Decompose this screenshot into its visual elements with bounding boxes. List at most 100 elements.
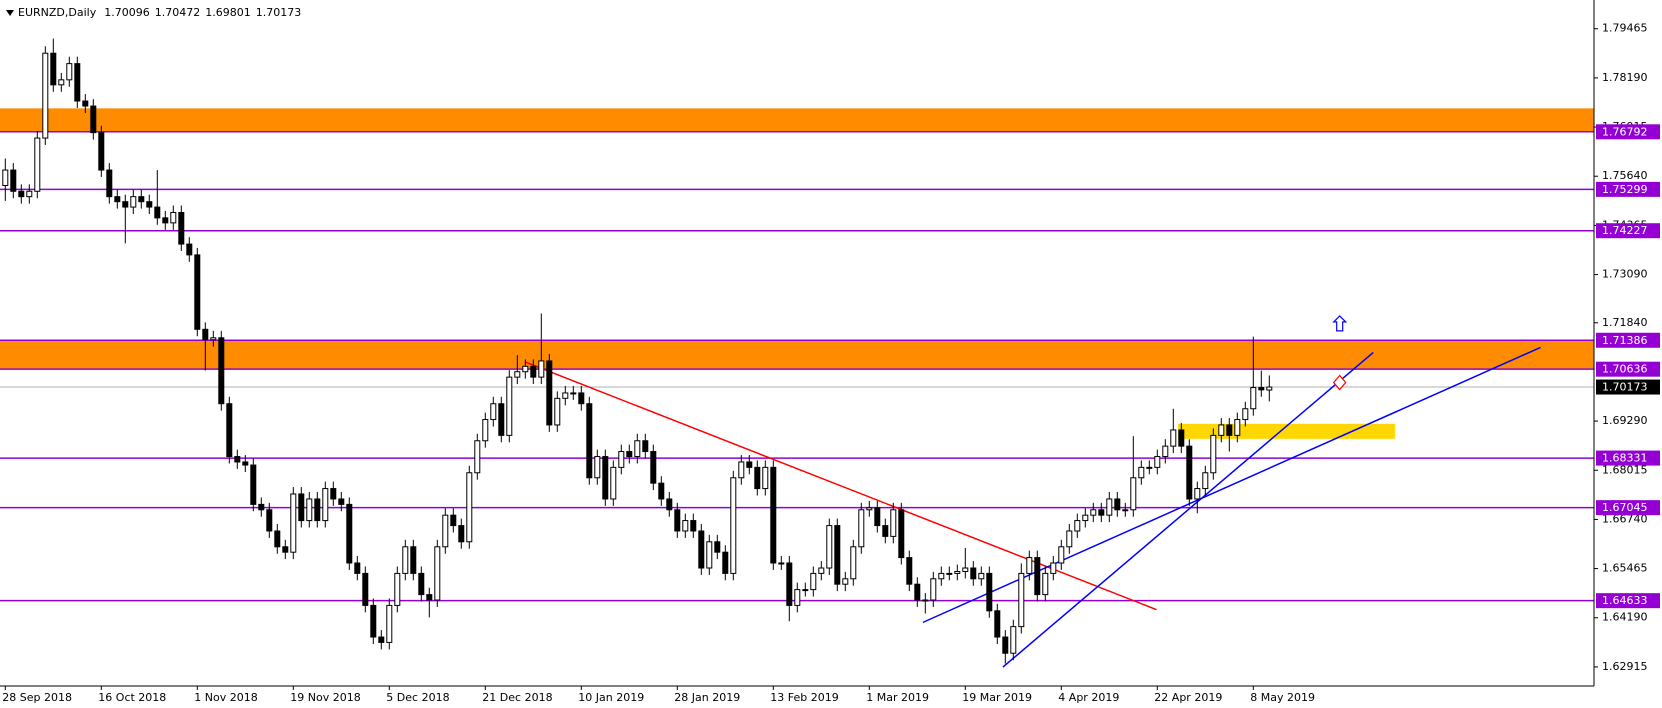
candle-body — [42, 52, 49, 139]
candle-body — [578, 392, 585, 405]
candle-body — [1218, 424, 1225, 436]
level-label: 1.67045 — [1602, 501, 1648, 514]
level-label-box — [1596, 361, 1660, 377]
candle-body — [218, 337, 225, 405]
y-tick-label: 1.79465 — [1602, 22, 1648, 35]
candle-body — [874, 507, 881, 527]
y-tick-label: 1.65465 — [1602, 562, 1648, 575]
level-label: 1.64633 — [1602, 594, 1648, 607]
candle-body — [26, 190, 33, 198]
candle-body — [1042, 572, 1049, 596]
candle-body — [1074, 520, 1081, 532]
y-tick-label: 1.62915 — [1602, 660, 1648, 673]
candle-body — [74, 63, 81, 102]
candle-body — [298, 493, 305, 522]
candle-body — [538, 360, 545, 378]
candle-body — [1034, 557, 1041, 596]
title-triangle — [6, 10, 14, 16]
level-label-box — [1596, 124, 1660, 140]
candle-body — [1138, 466, 1145, 479]
candle-body — [546, 360, 553, 426]
candle-body — [226, 403, 233, 458]
candle-body — [770, 466, 777, 564]
candle-body — [1058, 546, 1065, 564]
candle-body — [1018, 572, 1025, 628]
candle-body — [674, 509, 681, 532]
candle-body — [586, 403, 593, 479]
candle-body — [1082, 514, 1089, 522]
level-label: 1.76792 — [1602, 125, 1648, 138]
level-label-box — [1596, 181, 1660, 197]
candle-body — [554, 397, 561, 426]
candle-body — [570, 392, 577, 395]
candle-body — [1210, 434, 1217, 474]
x-tick-label: 22 Apr 2019 — [1154, 691, 1222, 704]
x-tick-label: 28 Sep 2018 — [2, 691, 72, 704]
candle-body — [890, 509, 897, 537]
level-label-box — [1596, 500, 1660, 516]
candle-body — [666, 498, 673, 511]
trend-line — [922, 346, 1541, 624]
candle-body — [626, 451, 633, 458]
candle-body — [866, 507, 873, 511]
candle-body — [282, 546, 289, 553]
y-tick-label: 1.78190 — [1602, 71, 1648, 84]
level-label-box — [1596, 450, 1660, 466]
level-label-box — [1596, 332, 1660, 348]
level-label: 1.68331 — [1602, 452, 1648, 465]
candle-body — [690, 520, 697, 532]
candle-body — [970, 567, 977, 580]
candle-body — [714, 541, 721, 553]
candle-body — [466, 472, 473, 543]
candle-body — [1066, 530, 1073, 548]
candle-body — [682, 520, 689, 532]
price-label-box — [1596, 379, 1660, 395]
candle-body — [1050, 562, 1057, 574]
y-tick-label: 1.69290 — [1602, 414, 1648, 427]
candle-body — [290, 493, 297, 553]
x-tick-label: 1 Nov 2018 — [194, 691, 257, 704]
y-tick-label: 1.71840 — [1602, 316, 1648, 329]
candle-body — [1250, 387, 1257, 410]
candle-body — [1002, 636, 1009, 654]
candle-body — [834, 525, 841, 585]
title-close: 1.70173 — [256, 6, 302, 19]
candle-body — [746, 461, 753, 468]
candle-body — [194, 254, 201, 330]
candle-body — [1122, 509, 1129, 512]
candle-body — [450, 514, 457, 527]
title-open: 1.70096 — [104, 6, 150, 19]
candle-body — [274, 530, 281, 548]
candle-body — [906, 557, 913, 585]
candle-body — [10, 169, 17, 192]
candle-body — [154, 206, 161, 219]
level-label: 1.74227 — [1602, 224, 1648, 237]
candle-body — [338, 498, 345, 505]
candle-body — [754, 466, 761, 490]
candle-body — [1146, 466, 1153, 469]
candle-body — [762, 466, 769, 490]
candle-body — [394, 572, 401, 606]
x-tick-label: 19 Nov 2018 — [290, 691, 360, 704]
candle-body — [994, 610, 1001, 638]
price-label: 1.70173 — [1602, 381, 1648, 394]
candle-body — [410, 546, 417, 574]
title-high: 1.70472 — [155, 6, 201, 19]
candle-body — [602, 456, 609, 500]
candle-body — [1234, 419, 1241, 436]
candle-body — [730, 477, 737, 574]
candle-body — [1194, 488, 1201, 500]
candle-body — [90, 105, 97, 134]
candle-body — [1106, 498, 1113, 516]
candle-body — [202, 328, 209, 341]
candle-body — [490, 403, 497, 421]
candle-body — [258, 503, 265, 511]
candle-body — [1242, 408, 1249, 421]
trend-line — [1002, 351, 1374, 668]
candle-body — [170, 211, 177, 224]
candle-body — [250, 464, 257, 505]
title-low: 1.69801 — [205, 6, 251, 19]
title-symbol: EURNZD,Daily — [18, 6, 97, 19]
candle-body — [162, 217, 169, 224]
